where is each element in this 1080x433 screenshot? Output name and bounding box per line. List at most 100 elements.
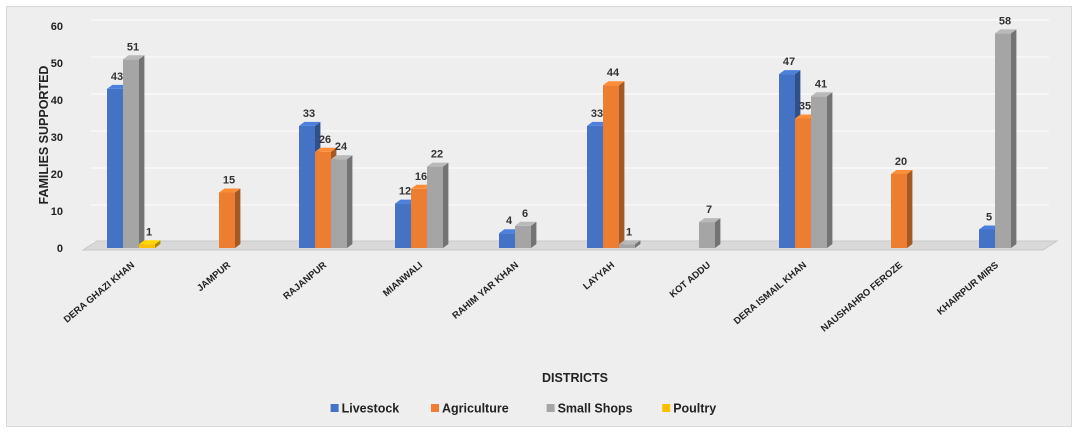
data-label: 44 (607, 67, 620, 79)
bar-side (443, 162, 449, 248)
data-label: 20 (895, 156, 907, 168)
legend-label: Livestock (342, 402, 400, 416)
bar-top (779, 70, 801, 75)
data-label: 16 (415, 171, 427, 183)
bar-top (219, 188, 241, 193)
x-tick-label: DERA ISMAIL KHAN (732, 260, 809, 327)
bar (699, 218, 721, 248)
bar-front (995, 33, 1011, 249)
bar (811, 92, 833, 248)
bar-top (123, 55, 145, 60)
data-label: 5 (986, 212, 992, 224)
x-tick-label: KOT ADDU (668, 260, 713, 301)
bar-front (811, 96, 827, 248)
bar-side (715, 218, 721, 248)
bar-top (515, 221, 537, 226)
bar (619, 240, 641, 248)
data-label: 1 (146, 226, 152, 238)
y-axis-ticks: 0 10 20 30 40 50 60 (51, 21, 63, 255)
bar (515, 221, 537, 248)
bar (603, 81, 625, 248)
y-tick-label: 40 (51, 95, 63, 107)
bar-front (891, 174, 907, 248)
bar-top (427, 162, 449, 167)
bar-front (603, 85, 619, 248)
y-tick-label: 20 (51, 169, 63, 181)
bar-side (827, 92, 833, 248)
x-tick-label: LAYYAH (581, 260, 617, 293)
data-label: 43 (111, 71, 123, 83)
bar-side (635, 240, 641, 248)
bar-side (235, 188, 241, 248)
data-label: 47 (783, 56, 795, 68)
legend-item: Small Shops (546, 402, 633, 416)
data-label: 7 (706, 204, 712, 216)
bar (891, 170, 913, 248)
bar-side (619, 81, 625, 248)
legend-label: Agriculture (442, 402, 509, 416)
bar-front (107, 88, 123, 249)
legend: Livestock Agriculture Small Shops Poultry (330, 402, 716, 416)
data-label: 51 (127, 41, 139, 53)
bar-side (907, 170, 913, 248)
bar-front (123, 59, 139, 248)
bar-side (347, 155, 353, 248)
chart-frame: 0 10 20 30 40 50 60 43 51 1 15 33 26 24 12 16 22 4 6 33 44 1… (6, 6, 1072, 427)
legend-item: Livestock (330, 402, 400, 416)
y-tick-label: 0 (57, 243, 63, 255)
gridlines (91, 19, 1049, 243)
bar (219, 188, 241, 248)
data-label: 22 (431, 149, 443, 161)
legend-item: Poultry (662, 402, 716, 416)
bar-side (531, 221, 537, 248)
y-tick-label: 50 (51, 58, 63, 70)
bar-side (1011, 29, 1017, 249)
legend-item: Agriculture (431, 402, 509, 416)
bar-side (139, 55, 145, 248)
bar-front (587, 125, 603, 248)
bar-front (219, 192, 235, 248)
x-tick-label: NAUSHAHRO FEROZE (819, 260, 905, 335)
legend-swatch (330, 404, 339, 412)
legend-swatch (662, 404, 671, 412)
bar-top (995, 29, 1017, 34)
x-axis-title: DISTRICTS (542, 371, 608, 385)
bar (995, 29, 1017, 249)
bar-top (331, 155, 353, 160)
data-label: 26 (319, 134, 331, 146)
data-label: 33 (303, 108, 315, 120)
data-label: 41 (815, 78, 827, 90)
data-label: 24 (335, 141, 348, 153)
bar (331, 155, 353, 248)
x-tick-label: RAHIM YAR KHAN (450, 260, 521, 322)
x-tick-label: RAJANPUR (281, 260, 329, 302)
data-labels: 43 51 1 15 33 26 24 12 16 22 46 33 44 1 7 47 35 41 20 5 58 (111, 15, 1011, 238)
data-label: 15 (223, 175, 235, 187)
data-label: 12 (399, 186, 411, 198)
bar-front (427, 166, 443, 248)
bar-front (779, 74, 795, 248)
x-tick-label: DERA GHAZI KHAN (62, 260, 137, 326)
legend-label: Poultry (673, 402, 716, 416)
bar-front (315, 151, 331, 248)
bar-top (139, 240, 161, 245)
bar-front (795, 118, 811, 248)
legend-swatch (431, 404, 439, 412)
bar-top (811, 92, 833, 97)
bar-front (619, 244, 635, 248)
data-label: 4 (506, 215, 513, 227)
bar-front (699, 222, 715, 248)
data-label: 35 (799, 101, 811, 113)
bar-front (499, 233, 515, 248)
data-label: 1 (626, 226, 632, 238)
data-label: 58 (999, 15, 1011, 27)
data-label: 33 (591, 108, 603, 120)
bar-front (299, 125, 315, 248)
bar-front (139, 244, 155, 248)
legend-label: Small Shops (558, 402, 633, 416)
bars (107, 29, 1017, 249)
bar-top (619, 240, 641, 245)
y-tick-label: 30 (51, 132, 63, 144)
bar-front (411, 188, 427, 248)
